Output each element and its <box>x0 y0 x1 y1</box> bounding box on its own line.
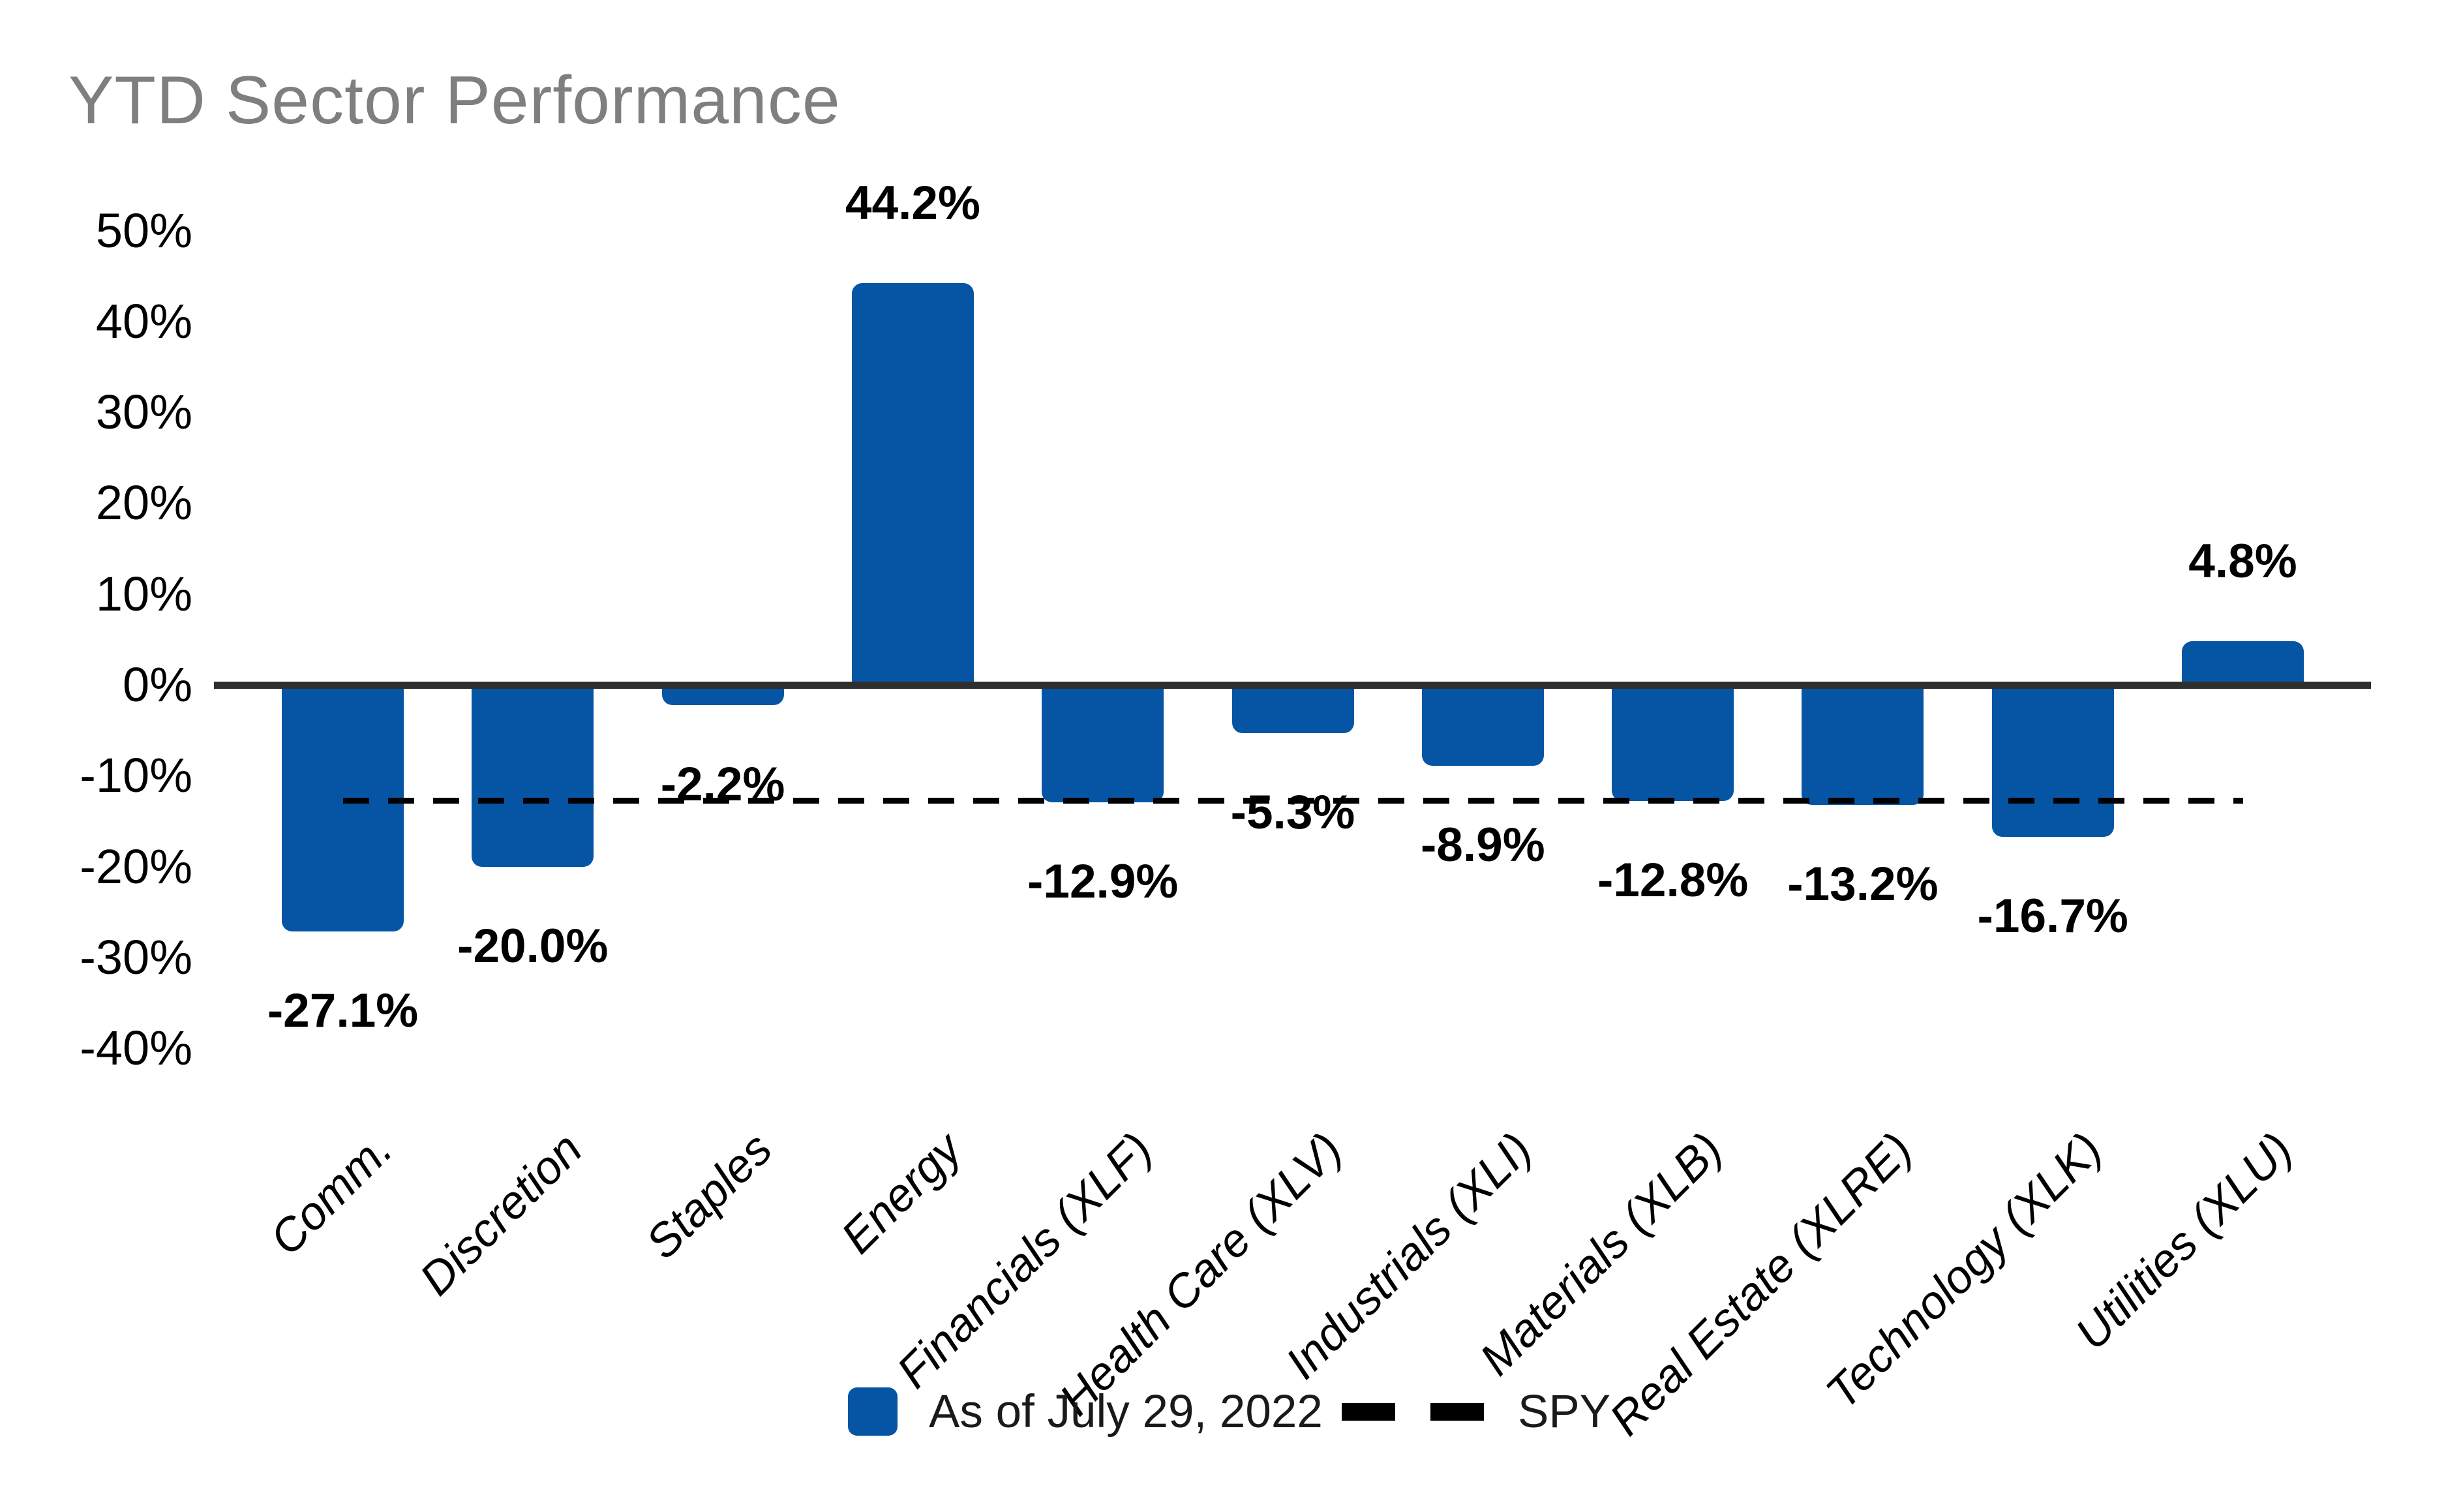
bar-value-label: -20.0% <box>457 919 609 973</box>
legend-bar-entry: As of July 29, 2022 <box>848 1385 1323 1438</box>
bar-value-label: -16.7% <box>1977 889 2128 943</box>
y-tick-label: -40% <box>80 1021 192 1076</box>
y-tick-label: 30% <box>95 385 192 440</box>
bar-health-care-xlv <box>1231 685 1354 733</box>
bar-value-label: 44.2% <box>845 177 980 230</box>
bar-value-label: -2.2% <box>660 757 785 811</box>
bar-value-label: -13.2% <box>1787 857 1939 911</box>
bar-value-label: -5.3% <box>1230 785 1355 839</box>
spy-dashed-line <box>342 797 2243 804</box>
chart-title: YTD Sector Performance <box>68 63 841 138</box>
bar-value-label: -12.9% <box>1027 854 1179 908</box>
bar-value-label: -8.9% <box>1420 818 1545 871</box>
legend-bar-label: As of July 29, 2022 <box>929 1385 1323 1438</box>
y-tick-label: 50% <box>95 203 192 258</box>
bar-value-label: -12.8% <box>1597 854 1749 907</box>
bar-value-label: -27.1% <box>267 984 419 1037</box>
bar-energy <box>851 283 974 685</box>
bar-utilities-xlu <box>2182 641 2304 685</box>
legend-line-label: SPY <box>1518 1385 1611 1438</box>
bar-real-estate-xlre <box>1802 685 1924 805</box>
bar-value-label: 4.8% <box>2188 535 2297 588</box>
legend-dash-icon <box>1342 1402 1395 1421</box>
legend-dash-icon <box>1430 1402 1484 1421</box>
zero-axis-line <box>214 682 2371 689</box>
bar-industrials-xli <box>1421 685 1544 766</box>
y-tick-label: -30% <box>80 930 192 984</box>
y-tick-label: -10% <box>80 748 192 803</box>
x-tick-label: Staples <box>636 1123 782 1269</box>
bar-materials-xlb <box>1612 685 1734 802</box>
x-tick-label: Discretion <box>410 1123 592 1306</box>
bar-comm <box>282 685 404 931</box>
y-tick-label: -20% <box>80 839 192 894</box>
y-tick-label: 20% <box>95 476 192 530</box>
y-tick-label: 40% <box>95 294 192 348</box>
y-tick-label: 10% <box>95 566 192 621</box>
bar-discretion <box>472 685 594 867</box>
bar-financials-xlf <box>1042 685 1164 802</box>
bar-technology-xlk <box>1991 685 2114 837</box>
y-tick-label: 0% <box>123 658 192 712</box>
legend-line-entry: SPY <box>1342 1385 1611 1438</box>
legend-bar-swatch-icon <box>848 1387 898 1436</box>
x-tick-label: Energy <box>832 1123 973 1263</box>
x-tick-label: Comm. <box>260 1123 402 1265</box>
